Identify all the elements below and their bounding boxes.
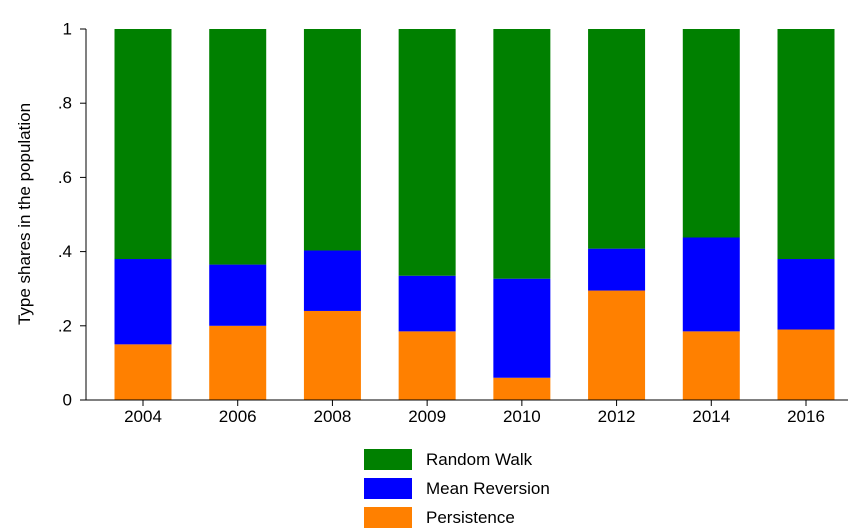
bar-persistence-2009 [398,331,456,400]
x-ticks-group: 2004 2006 2008 2009 2010 2012 2014 2016 [124,400,825,426]
x-tick-label: 2014 [692,407,730,426]
bar-mean-reversion-2009 [398,275,456,332]
x-tick-label: 2008 [314,407,352,426]
legend-label-random-walk: Random Walk [426,450,533,469]
legend-label-mean-reversion: Mean Reversion [426,479,550,498]
bar-mean-reversion-2010 [493,278,551,378]
y-tick-label: .4 [58,242,72,261]
y-tick-label: .8 [58,94,72,113]
bar-random-walk-2010 [493,29,551,279]
x-tick-label: 2012 [598,407,636,426]
y-tick-label: 0 [63,391,72,410]
legend: Random Walk Mean Reversion Persistence [364,449,550,528]
bar-mean-reversion-2008 [303,250,361,311]
legend-label-persistence: Persistence [426,508,515,527]
bar-mean-reversion-2016 [777,259,835,330]
bar-persistence-2012 [588,290,646,400]
bar-mean-reversion-2014 [682,237,740,332]
x-tick-label: 2009 [408,407,446,426]
bar-random-walk-2004 [114,29,172,260]
y-ticks-group: 0 .2 .4 .6 .8 1 [58,20,86,410]
x-tick-label: 2016 [787,407,825,426]
bar-mean-reversion-2006 [209,264,267,326]
bar-mean-reversion-2004 [114,259,172,345]
bar-random-walk-2009 [398,29,456,276]
y-tick-label: .2 [58,316,72,335]
bar-persistence-2014 [682,331,740,400]
bar-random-walk-2014 [682,29,740,238]
bar-persistence-2008 [303,310,361,400]
bar-persistence-2016 [777,329,835,400]
bar-persistence-2006 [209,325,267,400]
bar-random-walk-2012 [588,29,646,249]
axes-group [85,29,848,401]
legend-swatch-persistence [364,507,412,528]
x-tick-label: 2010 [503,407,541,426]
bar-persistence-2004 [114,344,172,400]
x-tick-label: 2004 [124,407,162,426]
legend-swatch-random-walk [364,449,412,470]
y-tick-label: .6 [58,168,72,187]
x-tick-label: 2006 [219,407,257,426]
legend-swatch-mean-reversion [364,478,412,499]
bar-mean-reversion-2012 [588,248,646,291]
bar-random-walk-2008 [303,29,361,251]
bars-group [114,29,835,400]
bar-persistence-2010 [493,377,551,400]
y-axis-title: Type shares in the population [15,103,34,325]
y-tick-label: 1 [63,20,72,39]
bar-random-walk-2016 [777,29,835,260]
bar-random-walk-2006 [209,29,267,265]
